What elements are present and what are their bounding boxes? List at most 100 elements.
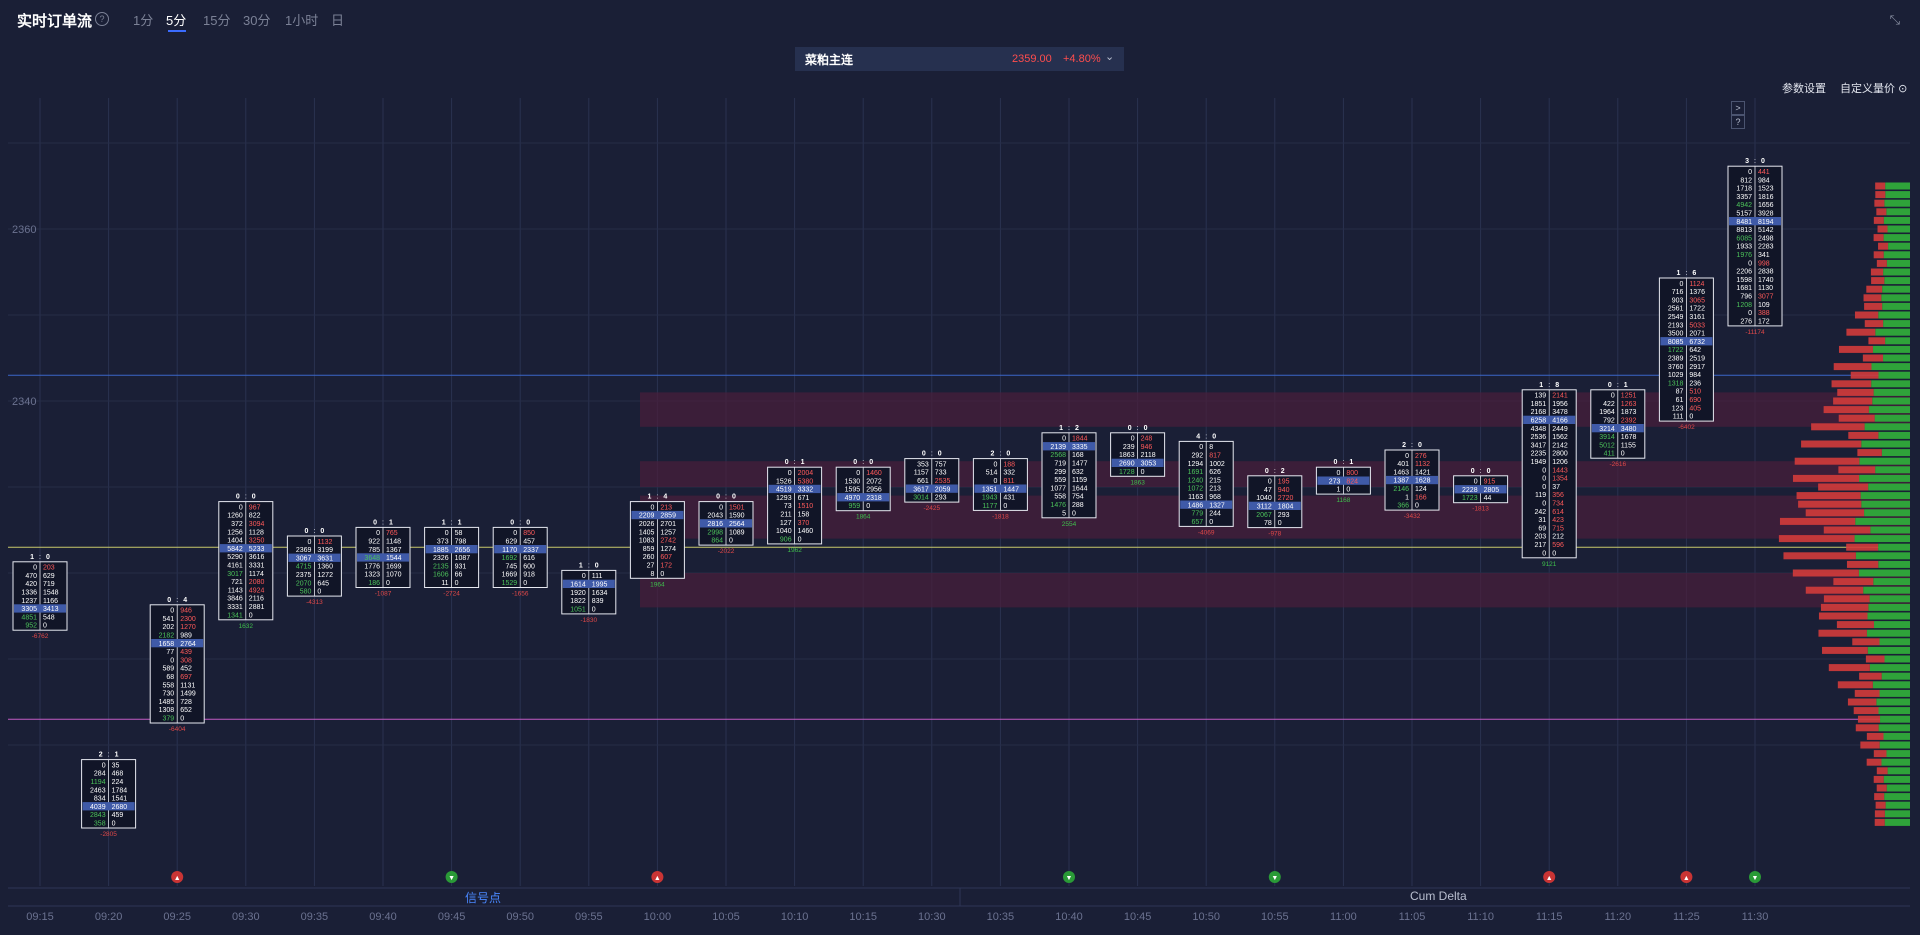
tab-cum-delta[interactable]: Cum Delta xyxy=(1410,889,1467,903)
tab-day[interactable]: 日 xyxy=(331,13,345,28)
custom-price-button[interactable]: 自定义量价 ⊙ xyxy=(1840,80,1907,96)
bid-volume: 8813 xyxy=(1736,227,1752,234)
ask-volume: 0 xyxy=(660,571,664,578)
buy-signal-marker xyxy=(1268,871,1281,883)
ask-volume: 0 xyxy=(180,716,184,723)
ask-volume: 0 xyxy=(1689,414,1693,421)
bid-volume: 2561 xyxy=(1668,306,1684,313)
bid-volume: 3305 xyxy=(21,606,37,613)
bid-volume: 2998 xyxy=(707,529,723,536)
ask-volume: 989 xyxy=(180,633,192,640)
params-button[interactable]: 参数设置 xyxy=(1782,83,1826,95)
x-tick-label: 09:15 xyxy=(26,911,54,923)
profile-band xyxy=(640,392,1910,427)
ask-volume: 212 xyxy=(1552,534,1564,541)
ask-volume: 276 xyxy=(1415,453,1427,460)
bid-volume: 470 xyxy=(25,573,37,580)
bid-volume: 1933 xyxy=(1736,244,1752,251)
profile-band xyxy=(640,573,1910,608)
tab-1min[interactable]: 1分 xyxy=(133,13,154,28)
bid-volume: 202 xyxy=(163,624,175,631)
bar-head-right: 0 xyxy=(320,528,324,535)
ask-volume: 1634 xyxy=(592,590,608,597)
ask-volume: 1263 xyxy=(1621,401,1637,408)
ask-volume: 3094 xyxy=(249,521,265,528)
ask-volume: 3478 xyxy=(1552,409,1568,416)
profile-bar-buy xyxy=(1878,724,1910,732)
bid-volume: 0 xyxy=(239,504,243,511)
symbol-selector[interactable]: 菜粕主连 2359.00 +4.80% ⌄ xyxy=(795,47,1124,71)
ask-volume: 1995 xyxy=(592,582,608,589)
bid-volume: 4039 xyxy=(90,804,106,811)
profile-bar-sell xyxy=(1876,767,1888,775)
bar-head-left: 0 xyxy=(853,459,857,466)
profile-bar-buy xyxy=(1872,681,1910,689)
ask-volume: 719 xyxy=(43,581,55,588)
poc-row-bg xyxy=(494,545,547,554)
profile-bar-buy xyxy=(1873,388,1910,396)
ask-volume: 0 xyxy=(317,589,321,596)
profile-bar-sell xyxy=(1857,449,1882,457)
bid-volume: 785 xyxy=(368,547,380,554)
tab-5min[interactable]: 5分 xyxy=(166,13,187,28)
profile-bar-buy xyxy=(1878,431,1910,439)
profile-bar-buy xyxy=(1885,182,1910,190)
poc-row-bg xyxy=(1660,337,1713,346)
ask-volume: 940 xyxy=(1278,487,1290,494)
bar-head-right: 2 xyxy=(1281,468,1285,475)
poc-row-bg xyxy=(1043,442,1095,451)
bid-volume: 1530 xyxy=(845,478,861,485)
ask-volume: 0 xyxy=(798,536,802,543)
bid-volume: 1776 xyxy=(364,563,380,570)
bar-delta: 9121 xyxy=(1542,561,1557,568)
ask-volume: 2449 xyxy=(1552,426,1568,433)
bid-volume: 0 xyxy=(445,530,449,537)
bar-delta: 1864 xyxy=(856,514,871,521)
ask-volume: 629 xyxy=(43,573,55,580)
x-tick-label: 09:20 xyxy=(95,911,123,923)
profile-bar-sell xyxy=(1779,517,1856,525)
bar-head-colon: : xyxy=(1754,158,1756,165)
bar-head-right: 1 xyxy=(801,459,805,466)
tab-1hour[interactable]: 1小时 xyxy=(285,13,319,28)
bid-volume: 3331 xyxy=(227,604,243,611)
x-tick-label: 10:30 xyxy=(918,911,946,923)
help-icon[interactable]: ? xyxy=(95,12,109,26)
ask-volume: 1447 xyxy=(1003,486,1019,493)
profile-bar-buy xyxy=(1883,320,1910,328)
ask-volume: 2881 xyxy=(249,604,265,611)
bar-head-left: 2 xyxy=(1402,442,1406,449)
expand-icon[interactable]: > xyxy=(1731,101,1745,115)
profile-bar-buy xyxy=(1860,492,1910,500)
profile-bar-sell xyxy=(1850,371,1879,379)
profile-bar-buy xyxy=(1885,801,1910,809)
profile-bar-sell xyxy=(1874,199,1885,207)
profile-bar-buy xyxy=(1887,225,1910,233)
profile-bar-sell xyxy=(1876,208,1887,216)
ask-volume: 341 xyxy=(1758,252,1770,259)
bid-volume: 1722 xyxy=(1668,347,1684,354)
ask-volume: 195 xyxy=(1278,479,1290,486)
ask-volume: 8 xyxy=(1209,444,1213,451)
ask-volume: 671 xyxy=(798,495,810,502)
tab-30min[interactable]: 30分 xyxy=(243,13,271,28)
bid-volume: 1595 xyxy=(845,487,861,494)
ask-volume: 3332 xyxy=(798,487,814,494)
side-help-icon[interactable]: ? xyxy=(1731,115,1745,129)
poc-row-bg xyxy=(768,484,821,494)
footprint-bar: 2:1 0 35 284 468 1194 224 2463 1784 834 1541 4039 26… xyxy=(81,752,137,838)
tab-15min[interactable]: 15分 xyxy=(203,13,231,28)
collapse-icon[interactable]: ⤡ xyxy=(1889,12,1900,27)
bar-head-colon: : xyxy=(451,519,453,526)
footprint-bar: 0:0 353 757 1157 733 661 2535 3617 2059 3014 293 -2… xyxy=(904,451,960,512)
ask-volume: 236 xyxy=(1689,380,1701,387)
bar-head-left: 0 xyxy=(304,528,308,535)
bid-volume: 2146 xyxy=(1393,486,1409,493)
bid-volume: 1885 xyxy=(433,547,449,554)
tab-signals[interactable]: 信号点 xyxy=(465,891,502,905)
ask-volume: 5233 xyxy=(249,546,265,553)
